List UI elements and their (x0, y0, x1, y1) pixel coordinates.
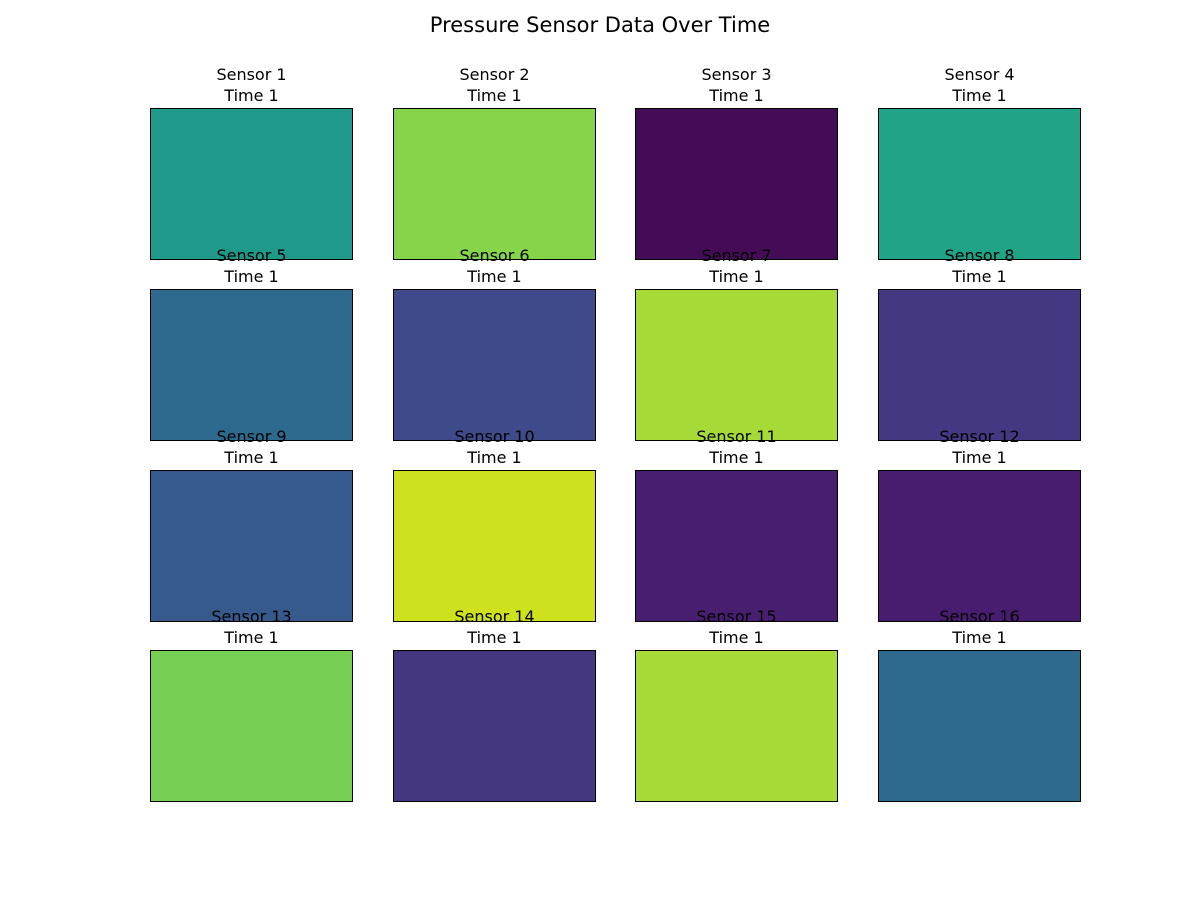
panel-title: Sensor 6 Time 1 (373, 245, 616, 287)
heatmap-cell (393, 470, 596, 622)
sensor-label: Sensor 10 (454, 427, 535, 446)
heatmap-cell (393, 108, 596, 260)
heatmap-cell (635, 289, 838, 441)
sensor-panel: Sensor 8 Time 1 (878, 246, 1081, 441)
time-label: Time 1 (952, 628, 1007, 647)
sensor-panel: Sensor 7 Time 1 (635, 246, 838, 441)
time-label: Time 1 (709, 448, 764, 467)
sensor-panel: Sensor 6 Time 1 (393, 246, 596, 441)
sensor-panel: Sensor 2 Time 1 (393, 65, 596, 260)
sensor-panel: Sensor 9 Time 1 (150, 427, 353, 622)
panel-title: Sensor 3 Time 1 (615, 64, 858, 106)
time-label: Time 1 (224, 86, 279, 105)
panel-title: Sensor 12 Time 1 (858, 426, 1101, 468)
sensor-panel: Sensor 15 Time 1 (635, 607, 838, 802)
panel-title: Sensor 11 Time 1 (615, 426, 858, 468)
sensor-panel: Sensor 11 Time 1 (635, 427, 838, 622)
sensor-label: Sensor 5 (216, 246, 287, 265)
time-label: Time 1 (709, 86, 764, 105)
time-label: Time 1 (467, 448, 522, 467)
sensor-label: Sensor 6 (459, 246, 530, 265)
heatmap-cell (878, 108, 1081, 260)
heatmap-cell (393, 650, 596, 802)
panel-title: Sensor 5 Time 1 (130, 245, 373, 287)
panel-title: Sensor 16 Time 1 (858, 606, 1101, 648)
sensor-label: Sensor 8 (944, 246, 1015, 265)
heatmap-cell (635, 108, 838, 260)
time-label: Time 1 (952, 448, 1007, 467)
panel-title: Sensor 2 Time 1 (373, 64, 616, 106)
sensor-label: Sensor 4 (944, 65, 1015, 84)
heatmap-cell (150, 289, 353, 441)
panel-title: Sensor 9 Time 1 (130, 426, 373, 468)
sensor-label: Sensor 15 (696, 607, 777, 626)
heatmap-cell (150, 108, 353, 260)
sensor-panel: Sensor 14 Time 1 (393, 607, 596, 802)
heatmap-cell (878, 470, 1081, 622)
panel-title: Sensor 14 Time 1 (373, 606, 616, 648)
sensor-panel: Sensor 1 Time 1 (150, 65, 353, 260)
sensor-label: Sensor 2 (459, 65, 530, 84)
sensor-label: Sensor 3 (701, 65, 772, 84)
sensor-label: Sensor 7 (701, 246, 772, 265)
time-label: Time 1 (709, 267, 764, 286)
sensor-panel: Sensor 12 Time 1 (878, 427, 1081, 622)
sensor-panel: Sensor 4 Time 1 (878, 65, 1081, 260)
sensor-panel: Sensor 13 Time 1 (150, 607, 353, 802)
panel-title: Sensor 7 Time 1 (615, 245, 858, 287)
sensor-panel: Sensor 5 Time 1 (150, 246, 353, 441)
panel-title: Sensor 4 Time 1 (858, 64, 1101, 106)
sensor-label: Sensor 13 (211, 607, 292, 626)
time-label: Time 1 (224, 448, 279, 467)
time-label: Time 1 (224, 267, 279, 286)
sensor-label: Sensor 11 (696, 427, 777, 446)
sensor-label: Sensor 12 (939, 427, 1020, 446)
time-label: Time 1 (467, 267, 522, 286)
heatmap-cell (878, 650, 1081, 802)
time-label: Time 1 (709, 628, 764, 647)
heatmap-cell (635, 470, 838, 622)
sensor-panel: Sensor 10 Time 1 (393, 427, 596, 622)
panel-title: Sensor 10 Time 1 (373, 426, 616, 468)
sensor-panel: Sensor 16 Time 1 (878, 607, 1081, 802)
sensor-panel: Sensor 3 Time 1 (635, 65, 838, 260)
time-label: Time 1 (952, 267, 1007, 286)
heatmap-cell (393, 289, 596, 441)
sensor-label: Sensor 14 (454, 607, 535, 626)
heatmap-cell (150, 650, 353, 802)
sensor-label: Sensor 9 (216, 427, 287, 446)
time-label: Time 1 (224, 628, 279, 647)
figure-title: Pressure Sensor Data Over Time (429, 13, 771, 37)
panel-title: Sensor 1 Time 1 (130, 64, 373, 106)
time-label: Time 1 (467, 628, 522, 647)
heatmap-cell (878, 289, 1081, 441)
sensor-label: Sensor 16 (939, 607, 1020, 626)
sensor-label: Sensor 1 (216, 65, 287, 84)
panel-title: Sensor 15 Time 1 (615, 606, 858, 648)
time-label: Time 1 (467, 86, 522, 105)
time-label: Time 1 (952, 86, 1007, 105)
panel-title: Sensor 8 Time 1 (858, 245, 1101, 287)
heatmap-cell (635, 650, 838, 802)
heatmap-cell (150, 470, 353, 622)
panel-title: Sensor 13 Time 1 (130, 606, 373, 648)
